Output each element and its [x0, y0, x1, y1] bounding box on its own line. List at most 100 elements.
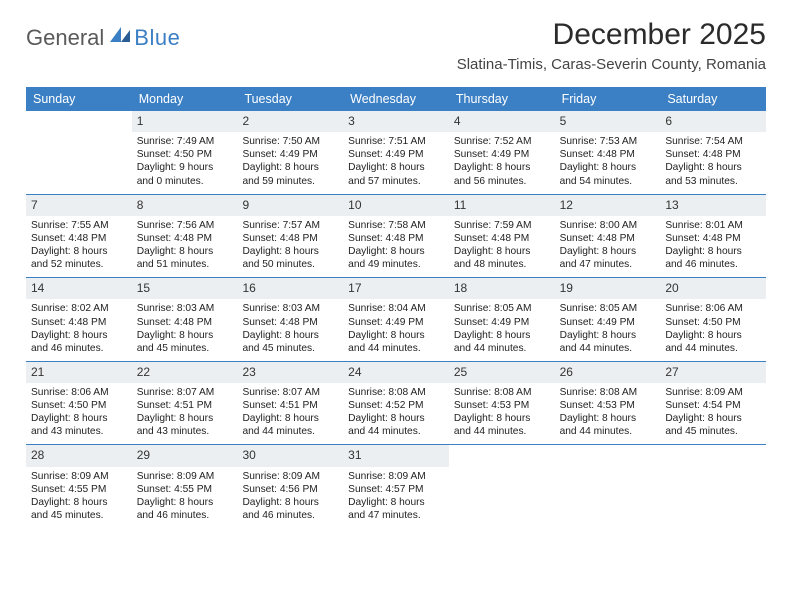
day-number: 13: [660, 195, 766, 216]
sunset-text: Sunset: 4:48 PM: [31, 232, 127, 245]
daylight-text: Daylight: 8 hours and 47 minutes.: [348, 496, 444, 522]
day-number: 9: [237, 195, 343, 216]
dow-thu: Thursday: [449, 87, 555, 111]
day-number: 29: [132, 445, 238, 466]
day-number: 3: [343, 111, 449, 132]
daylight-text: Daylight: 8 hours and 44 minutes.: [454, 329, 550, 355]
day-cell: 27Sunrise: 8:09 AMSunset: 4:54 PMDayligh…: [660, 362, 766, 445]
day-cell: 30Sunrise: 8:09 AMSunset: 4:56 PMDayligh…: [237, 445, 343, 528]
day-cell: 28Sunrise: 8:09 AMSunset: 4:55 PMDayligh…: [26, 445, 132, 528]
sunrise-text: Sunrise: 7:50 AM: [242, 135, 338, 148]
day-number: 24: [343, 362, 449, 383]
sunset-text: Sunset: 4:49 PM: [560, 316, 656, 329]
day-cell: 3Sunrise: 7:51 AMSunset: 4:49 PMDaylight…: [343, 111, 449, 194]
title-block: December 2025 Slatina-Timis, Caras-Sever…: [457, 18, 766, 73]
day-cell: 17Sunrise: 8:04 AMSunset: 4:49 PMDayligh…: [343, 278, 449, 361]
day-number: 30: [237, 445, 343, 466]
page: General Blue December 2025 Slatina-Timis…: [0, 0, 792, 546]
day-cell: 25Sunrise: 8:08 AMSunset: 4:53 PMDayligh…: [449, 362, 555, 445]
sunrise-text: Sunrise: 8:09 AM: [348, 470, 444, 483]
daylight-text: Daylight: 8 hours and 59 minutes.: [242, 161, 338, 187]
day-number: 21: [26, 362, 132, 383]
day-cell: 7Sunrise: 7:55 AMSunset: 4:48 PMDaylight…: [26, 195, 132, 278]
dow-sat: Saturday: [660, 87, 766, 111]
daylight-text: Daylight: 8 hours and 52 minutes.: [31, 245, 127, 271]
sunrise-text: Sunrise: 7:57 AM: [242, 219, 338, 232]
sunset-text: Sunset: 4:48 PM: [454, 232, 550, 245]
week-row: 28Sunrise: 8:09 AMSunset: 4:55 PMDayligh…: [26, 444, 766, 528]
day-cell: 23Sunrise: 8:07 AMSunset: 4:51 PMDayligh…: [237, 362, 343, 445]
sunrise-text: Sunrise: 8:08 AM: [560, 386, 656, 399]
sunset-text: Sunset: 4:48 PM: [560, 232, 656, 245]
day-cell: 31 Sunrise: 8:09 AMSunset: 4:57 PMDayligh…: [343, 445, 449, 528]
week-row: 14Sunrise: 8:02 AMSunset: 4:48 PMDayligh…: [26, 277, 766, 361]
sunset-text: Sunset: 4:48 PM: [242, 316, 338, 329]
sunset-text: Sunset: 4:48 PM: [137, 316, 233, 329]
day-cell: 21Sunrise: 8:06 AMSunset: 4:50 PMDayligh…: [26, 362, 132, 445]
sunset-text: Sunset: 4:53 PM: [560, 399, 656, 412]
day-cell: 12Sunrise: 8:00 AMSunset: 4:48 PMDayligh…: [555, 195, 661, 278]
day-cell: 20Sunrise: 8:06 AMSunset: 4:50 PMDayligh…: [660, 278, 766, 361]
day-cell: 13Sunrise: 8:01 AMSunset: 4:48 PMDayligh…: [660, 195, 766, 278]
day-number: 18: [449, 278, 555, 299]
sunset-text: Sunset: 4:54 PM: [665, 399, 761, 412]
daylight-text: Daylight: 8 hours and 44 minutes.: [454, 412, 550, 438]
sunset-text: Sunset: 4:50 PM: [137, 148, 233, 161]
daylight-text: Daylight: 8 hours and 46 minutes.: [665, 245, 761, 271]
week-row: 1Sunrise: 7:49 AMSunset: 4:50 PMDaylight…: [26, 111, 766, 194]
day-number: 31: [343, 445, 449, 466]
sunrise-text: Sunrise: 7:59 AM: [454, 219, 550, 232]
sunrise-text: Sunrise: 8:06 AM: [31, 386, 127, 399]
day-number: 11: [449, 195, 555, 216]
day-number: 26: [555, 362, 661, 383]
day-cell: 19Sunrise: 8:05 AMSunset: 4:49 PMDayligh…: [555, 278, 661, 361]
day-cell: [555, 445, 661, 528]
week-row: 21 Sunrise: 8:06 AMSunset: 4:50 PM Dayligh…: [26, 361, 766, 445]
day-number: 8: [132, 195, 238, 216]
sunset-text: Sunset: 4:48 PM: [560, 148, 656, 161]
daylight-text: Daylight: 8 hours and 47 minutes.: [560, 245, 656, 271]
day-number: 7: [26, 195, 132, 216]
sunrise-text: Sunrise: 7:52 AM: [454, 135, 550, 148]
page-title: December 2025: [457, 18, 766, 52]
sunset-text: Sunset: 4:50 PM: [31, 399, 127, 412]
sunrise-text: Sunrise: 8:09 AM: [31, 470, 127, 483]
day-number: 28: [26, 445, 132, 466]
day-number: 16: [237, 278, 343, 299]
day-number: 12: [555, 195, 661, 216]
daylight-text: Daylight: 8 hours and 45 minutes.: [242, 329, 338, 355]
sunrise-text: Sunrise: 8:03 AM: [242, 302, 338, 315]
daylight-text: Daylight: 8 hours and 46 minutes.: [242, 496, 338, 522]
day-number: 22: [132, 362, 238, 383]
sunrise-text: Sunrise: 8:02 AM: [31, 302, 127, 315]
day-cell: 5Sunrise: 7:53 AMSunset: 4:48 PMDaylight…: [555, 111, 661, 194]
day-cell: 18Sunrise: 8:05 AMSunset: 4:49 PMDayligh…: [449, 278, 555, 361]
dow-row: Sunday Monday Tuesday Wednesday Thursday…: [26, 87, 766, 111]
sunrise-text: Sunrise: 8:07 AM: [137, 386, 233, 399]
day-number: 4: [449, 111, 555, 132]
daylight-text: Daylight: 8 hours and 44 minutes.: [560, 412, 656, 438]
dow-mon: Monday: [132, 87, 238, 111]
daylight-text: Daylight: 8 hours and 48 minutes.: [454, 245, 550, 271]
daylight-text: Daylight: 8 hours and 53 minutes.: [665, 161, 761, 187]
day-cell: [26, 111, 132, 194]
daylight-text: Daylight: 8 hours and 45 minutes.: [137, 329, 233, 355]
day-cell: 29Sunrise: 8:09 AMSunset: 4:55 PMDayligh…: [132, 445, 238, 528]
sunset-text: Sunset: 4:48 PM: [665, 232, 761, 245]
sunset-text: Sunset: 4:49 PM: [242, 148, 338, 161]
dow-wed: Wednesday: [343, 87, 449, 111]
daylight-text: Daylight: 8 hours and 46 minutes.: [31, 329, 127, 355]
sunrise-text: Sunrise: 8:03 AM: [137, 302, 233, 315]
sunset-text: Sunset: 4:48 PM: [242, 232, 338, 245]
sunrise-text: Sunrise: 8:04 AM: [348, 302, 444, 315]
sunset-text: Sunset: 4:57 PM: [348, 483, 444, 496]
dow-sun: Sunday: [26, 87, 132, 111]
daylight-text: Daylight: 8 hours and 49 minutes.: [348, 245, 444, 271]
day-number: 1: [132, 111, 238, 132]
sunset-text: Sunset: 4:56 PM: [242, 483, 338, 496]
logo: General Blue: [26, 24, 180, 51]
sunset-text: Sunset: 4:49 PM: [454, 148, 550, 161]
day-cell: 16 Sunrise: 8:03 AMSunset: 4:48 PMDayligh…: [237, 278, 343, 361]
day-cell: 10Sunrise: 7:58 AMSunset: 4:48 PMDayligh…: [343, 195, 449, 278]
sunrise-text: Sunrise: 8:08 AM: [348, 386, 444, 399]
